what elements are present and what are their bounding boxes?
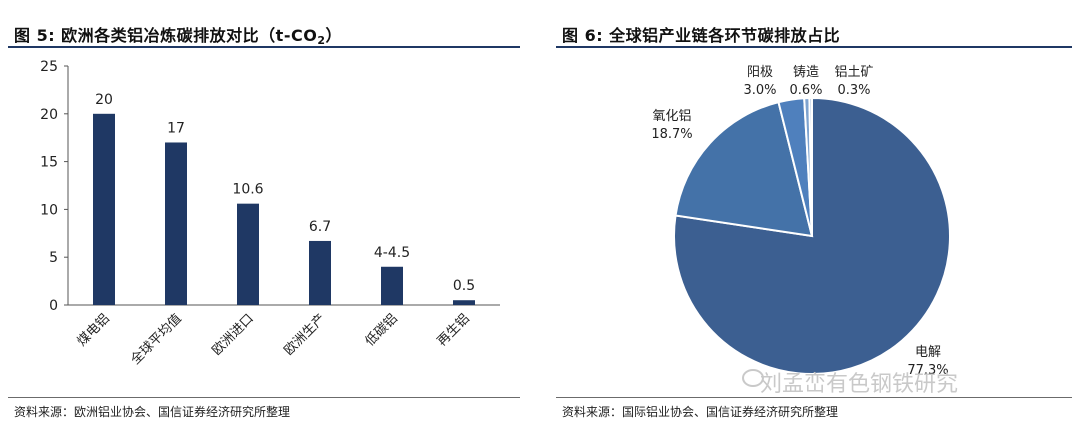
y-tick-label: 20: [40, 107, 58, 123]
pie-label: 铝土矿: [834, 65, 873, 80]
pie-label: 电解: [915, 345, 941, 360]
x-tick-label: 再生铝: [435, 311, 473, 349]
y-tick-label: 15: [40, 155, 58, 171]
title-rule: [8, 46, 520, 48]
bar-chart-source: 资料来源：欧洲铝业协会、国信证券经济研究所整理: [14, 405, 291, 419]
data-label: 20: [95, 92, 113, 108]
pie-label: 氧化铝: [652, 109, 691, 124]
pie-chart-title: 图 6: 全球铝产业链各环节碳排放占比: [562, 26, 841, 45]
x-tick-label: 低碳铝: [363, 311, 401, 349]
bar: [93, 113, 115, 305]
data-label: 0.5: [453, 278, 475, 294]
wechat-icon: [742, 369, 764, 387]
bar-chart-panel: 图 5: 欧洲各类铝冶炼碳排放对比（t-CO2） 0 5 10 15 20 25 20 煤电铝…: [0, 0, 528, 431]
y-tick-label: 25: [40, 59, 58, 75]
pie-chart: 电解 77.3% 氧化铝 18.7% 阳极 3.0% 铸造 0.6% 铝土矿 0.3%: [651, 64, 951, 378]
x-tick-label: 欧洲生产: [281, 311, 328, 358]
y-tick-label: 10: [40, 202, 58, 218]
pie-value-label: 77.3%: [907, 363, 948, 378]
bar: [237, 203, 259, 305]
pie-value-label: 0.3%: [837, 83, 870, 98]
pie-chart-source: 资料来源：国际铝业协会、国信证券经济研究所整理: [562, 405, 839, 419]
y-tick-label: 0: [49, 298, 58, 314]
watermark: 刘孟峦有色钢铁研究: [760, 372, 959, 397]
pie-slice: [674, 100, 814, 238]
source-rule: [8, 397, 520, 398]
pie-label: 阳极: [747, 65, 773, 80]
pie-chart-panel: 图 6: 全球铝产业链各环节碳排放占比 电解 77.3% 氧化铝 18.7% 阳极 3.0…: [548, 0, 1080, 431]
data-label: 17: [167, 120, 185, 136]
pie-slice: [808, 96, 813, 237]
bar-chart: 0 5 10 15 20 25 20 煤电铝 17 全球平均值 10.6 欧洲进口 6.7 欧洲生产 4-4…: [40, 59, 500, 368]
bar-chart-title: 图 5: 欧洲各类铝冶炼碳排放对比（t-CO2）: [14, 26, 342, 47]
pie-value-label: 18.7%: [651, 127, 692, 142]
pie-slice: [673, 96, 951, 375]
pie-value-label: 0.6%: [789, 83, 822, 98]
pie-label: 铸造: [793, 64, 819, 80]
data-label: 4-4.5: [374, 245, 410, 261]
bar: [381, 266, 403, 305]
data-label: 10.6: [232, 182, 263, 198]
bar: [309, 240, 331, 305]
title-rule: [556, 46, 1072, 48]
source-rule: [556, 397, 1072, 398]
x-tick-label: 煤电铝: [75, 311, 113, 349]
x-tick-label: 全球平均值: [128, 311, 185, 368]
pie-value-label: 3.0%: [743, 83, 776, 98]
y-tick-label: 5: [49, 250, 58, 266]
bar: [453, 300, 475, 305]
bar: [165, 142, 187, 305]
data-label: 6.7: [309, 219, 331, 235]
x-tick-label: 欧洲进口: [209, 311, 256, 358]
